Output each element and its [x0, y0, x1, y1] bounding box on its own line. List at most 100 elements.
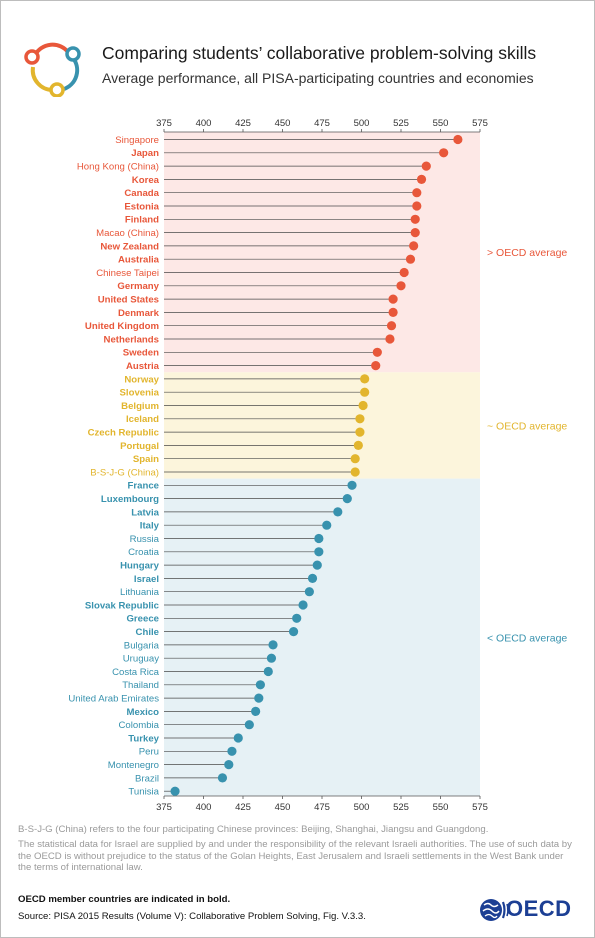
country-label: Norway — [124, 374, 159, 385]
tick-label-top: 475 — [314, 118, 330, 129]
footnote-israel: The statistical data for Israel are supp… — [18, 839, 572, 874]
band-label-above: > OECD average — [487, 247, 567, 259]
country-label: Sweden — [123, 348, 159, 359]
tick-label-top: 525 — [393, 118, 409, 129]
tick-label-top: 575 — [472, 118, 488, 129]
data-point — [399, 267, 409, 278]
source-note: Source: PISA 2015 Results (Volume V): Co… — [18, 911, 366, 922]
country-label: Chile — [136, 627, 159, 638]
country-label: Canada — [124, 188, 159, 199]
band-backgrounds — [164, 132, 480, 796]
data-point — [170, 786, 180, 796]
tick-label-top: 550 — [433, 118, 449, 129]
country-label: Croatia — [128, 547, 160, 558]
data-point — [421, 161, 431, 171]
country-label: Uruguay — [123, 654, 159, 665]
data-point — [254, 693, 264, 703]
band-labels: > OECD average ~ OECD average < OECD avera… — [487, 247, 567, 644]
tick-label-top: 500 — [354, 118, 370, 129]
country-label: Israel — [134, 574, 159, 585]
data-point — [396, 281, 406, 291]
tick-label-top: 400 — [196, 118, 212, 129]
data-point — [388, 294, 398, 304]
country-label: Singapore — [115, 135, 159, 146]
band-bg-below — [164, 478, 480, 796]
tick-label-top: 375 — [156, 118, 172, 129]
country-label: Czech Republic — [88, 428, 160, 439]
country-label: Mexico — [126, 707, 159, 718]
tick-label-bottom: 475 — [314, 802, 330, 813]
oecd-wordmark: OECD — [506, 896, 572, 921]
country-label: Bulgaria — [124, 640, 160, 651]
axis-ticks: 375 375 400 400 425 425 450 450 475 475 500 500 525 5… — [156, 118, 488, 813]
data-point — [371, 361, 381, 371]
data-point — [227, 746, 237, 756]
data-point — [298, 600, 308, 610]
data-point — [251, 706, 261, 717]
data-point — [412, 188, 422, 198]
country-label: Denmark — [118, 308, 160, 319]
data-point — [292, 613, 302, 623]
country-label: Slovenia — [120, 388, 160, 399]
tick-label-bottom: 400 — [196, 802, 212, 813]
data-point — [409, 241, 419, 251]
data-point — [217, 773, 228, 783]
data-point — [386, 321, 397, 331]
band-bg-similar — [164, 372, 480, 479]
data-point — [263, 666, 273, 677]
country-label: France — [128, 481, 159, 492]
tick-label-bottom: 425 — [235, 802, 251, 813]
lollipop-lines — [164, 139, 458, 792]
country-label: Japan — [131, 148, 159, 159]
country-label: Russia — [130, 534, 160, 545]
country-label: New Zealand — [100, 241, 159, 252]
country-label: Lithuania — [120, 587, 160, 598]
country-label: United States — [98, 295, 159, 306]
data-point — [350, 454, 360, 464]
tick-label-top: 425 — [235, 118, 251, 129]
country-label: Netherlands — [104, 334, 159, 345]
data-point — [358, 400, 368, 411]
country-label: Luxembourg — [101, 494, 159, 505]
country-label: Iceland — [126, 414, 159, 425]
page-title: Comparing students’ collaborative proble… — [102, 43, 537, 63]
data-point — [333, 507, 343, 517]
data-point — [288, 627, 299, 637]
lollipop-points — [170, 134, 463, 796]
data-point — [244, 720, 254, 730]
data-point — [268, 640, 278, 650]
data-point — [304, 587, 314, 597]
country-label: Australia — [118, 255, 160, 266]
data-point — [410, 228, 420, 238]
page-subtitle: Average performance, all PISA-participat… — [102, 70, 534, 86]
data-point — [439, 148, 449, 158]
data-point — [353, 440, 363, 450]
data-point — [255, 680, 265, 690]
country-labels: Singapore Japan Hong Kong (China) Korea Cana… — [68, 135, 159, 798]
data-point — [416, 174, 427, 184]
country-label: Austria — [126, 361, 160, 372]
country-label: Italy — [140, 521, 160, 532]
tick-label-bottom: 550 — [433, 802, 449, 813]
data-point — [350, 467, 360, 477]
country-label: Tunisia — [128, 787, 159, 798]
country-label: Germany — [117, 281, 159, 292]
tick-label-bottom: 375 — [156, 802, 172, 813]
country-label: Brazil — [135, 773, 159, 784]
country-label: Belgium — [121, 401, 159, 412]
country-label: United Kingdom — [85, 321, 159, 332]
country-label: Latvia — [131, 507, 159, 518]
band-label-similar: ~ OECD average — [487, 420, 567, 432]
country-label: Peru — [139, 747, 159, 758]
country-label: Slovak Republic — [85, 600, 160, 611]
tick-label-bottom: 500 — [354, 802, 370, 813]
data-point — [355, 427, 365, 437]
country-label: Chinese Taipei — [96, 268, 159, 279]
oecd-globe-icon — [480, 899, 509, 921]
tick-label-bottom: 450 — [275, 802, 291, 813]
data-point — [388, 307, 398, 317]
data-point — [385, 334, 395, 344]
country-label: Turkey — [128, 733, 159, 744]
data-point — [405, 254, 416, 264]
